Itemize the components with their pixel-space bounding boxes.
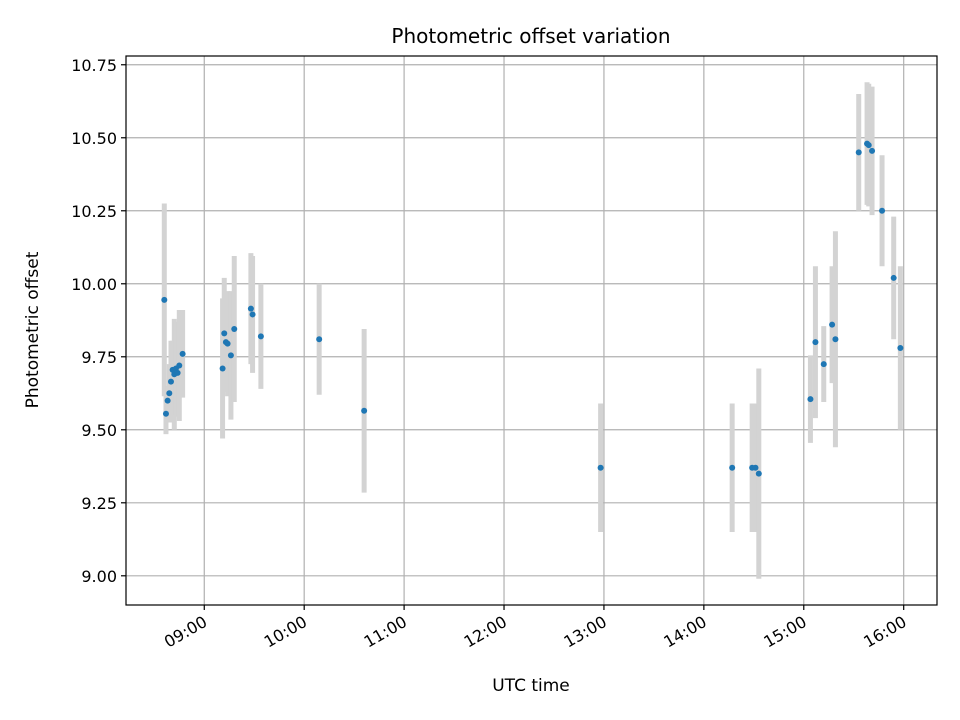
- chart-title: Photometric offset variation: [391, 24, 670, 48]
- y-tick-label: 10.50: [71, 129, 117, 148]
- data-point: [855, 149, 862, 156]
- y-tick-label: 9.25: [81, 494, 117, 513]
- data-points: [161, 140, 904, 477]
- data-point: [224, 340, 231, 347]
- data-point: [231, 326, 238, 333]
- data-point: [832, 336, 839, 343]
- data-point: [361, 407, 368, 414]
- grid: [126, 56, 937, 605]
- data-point: [161, 296, 168, 303]
- data-point: [247, 305, 254, 312]
- y-tick-label: 9.75: [81, 348, 117, 367]
- data-point: [829, 321, 836, 328]
- data-point: [869, 147, 876, 154]
- data-point: [755, 470, 762, 477]
- data-point: [729, 464, 736, 471]
- y-tick-label: 9.00: [81, 567, 117, 586]
- data-point: [879, 207, 886, 214]
- data-point: [166, 390, 173, 397]
- y-tick-label: 10.75: [71, 56, 117, 75]
- y-tick-label: 10.25: [71, 202, 117, 221]
- data-point: [227, 352, 234, 359]
- data-point: [176, 362, 183, 369]
- data-point: [249, 311, 256, 318]
- data-point: [219, 365, 226, 372]
- y-axis-label: Photometric offset: [23, 251, 43, 408]
- data-point: [316, 336, 323, 343]
- x-axis-label: UTC time: [492, 676, 570, 696]
- data-point: [174, 369, 181, 376]
- data-point: [164, 397, 171, 404]
- data-point: [167, 378, 174, 385]
- y-axis-ticks: 9.00 9.25 9.50 9.75 10.00 10.25 10.50 10.75: [71, 56, 126, 586]
- data-point: [812, 339, 819, 346]
- data-point: [820, 361, 827, 368]
- data-point: [890, 274, 897, 281]
- data-point: [752, 464, 759, 471]
- plot-frame: [125, 55, 938, 606]
- data-point: [162, 410, 169, 417]
- data-point: [179, 350, 186, 357]
- y-tick-label: 10.00: [71, 275, 117, 294]
- data-point: [257, 333, 264, 340]
- y-tick-label: 9.50: [81, 421, 117, 440]
- data-point: [807, 396, 814, 403]
- data-point: [897, 345, 904, 352]
- data-point: [597, 464, 604, 471]
- data-point: [221, 330, 228, 337]
- data-point: [865, 142, 872, 149]
